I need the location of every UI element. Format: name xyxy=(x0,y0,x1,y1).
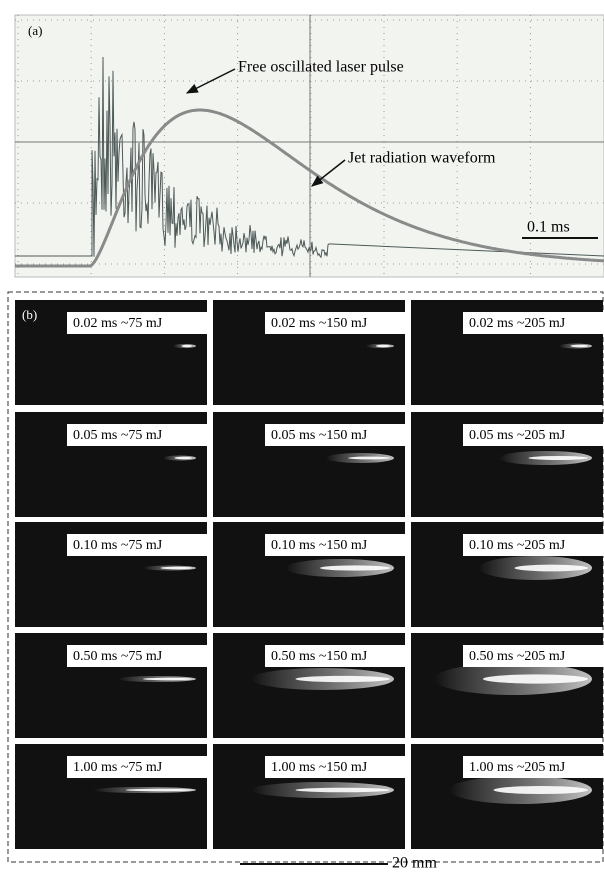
label-bg xyxy=(67,756,210,778)
jet-core xyxy=(376,344,390,348)
label-bg xyxy=(67,534,210,556)
label-bg xyxy=(463,312,604,334)
jet-core xyxy=(181,344,192,348)
label-bg xyxy=(265,645,408,667)
arrow xyxy=(311,159,346,187)
jet-core xyxy=(348,456,390,460)
cell-label: 0.05 ms ~150 mJ xyxy=(271,428,368,443)
label-bg xyxy=(67,424,210,446)
jet-core xyxy=(320,565,390,571)
annotation: Jet radiation waveform xyxy=(348,150,496,167)
jet-core xyxy=(143,677,192,681)
annotation: Free oscillated laser pulse xyxy=(238,59,404,76)
label-bg xyxy=(67,312,210,334)
cell-label: 1.00 ms ~150 mJ xyxy=(271,760,368,775)
label-bg xyxy=(265,312,408,334)
jet-core xyxy=(483,674,588,684)
cell-label: 0.02 ms ~205 mJ xyxy=(469,316,566,331)
label-bg xyxy=(265,534,408,556)
scale-label: 0.1 ms xyxy=(527,219,570,236)
label-bg xyxy=(67,645,210,667)
jet-core xyxy=(514,564,588,572)
cell-label: 0.02 ms ~75 mJ xyxy=(73,316,163,331)
jet-core xyxy=(295,787,390,793)
label-bg xyxy=(463,645,604,667)
cell-label: 0.50 ms ~205 mJ xyxy=(469,649,566,664)
image-grid: 0.02 ms ~75 mJ 0.02 ms ~150 mJ 0.02 ms ~20… xyxy=(15,300,604,849)
jet-core xyxy=(528,456,588,460)
jet-core xyxy=(160,566,192,570)
scope-grid xyxy=(15,15,604,277)
jet-core xyxy=(174,456,192,460)
cell-label: 0.02 ms ~150 mJ xyxy=(271,316,368,331)
scale-label: 20 mm xyxy=(392,855,437,872)
cell-label: 0.50 ms ~75 mJ xyxy=(73,649,163,664)
jet-core xyxy=(570,344,588,348)
cell-label: 0.05 ms ~75 mJ xyxy=(73,428,163,443)
arrow xyxy=(185,68,236,94)
panel-label: (b) xyxy=(22,307,37,322)
cell-label: 0.10 ms ~205 mJ xyxy=(469,538,566,553)
label-bg xyxy=(265,424,408,446)
label-bg xyxy=(463,756,604,778)
jet-core xyxy=(295,675,390,683)
panel-label: (a) xyxy=(28,23,42,38)
cell-label: 1.00 ms ~75 mJ xyxy=(73,760,163,775)
label-bg xyxy=(265,756,408,778)
cell-label: 0.50 ms ~150 mJ xyxy=(271,649,368,664)
jet-trace xyxy=(15,108,604,268)
cell-label: 1.00 ms ~205 mJ xyxy=(469,760,566,775)
cell-label: 0.10 ms ~150 mJ xyxy=(271,538,368,553)
jet-core xyxy=(125,788,192,792)
label-bg xyxy=(463,534,604,556)
jet-core xyxy=(493,786,588,794)
traces xyxy=(15,56,604,268)
label-bg xyxy=(463,424,604,446)
label-bg xyxy=(520,217,600,239)
cell-label: 0.10 ms ~75 mJ xyxy=(73,538,163,553)
cell-label: 0.05 ms ~205 mJ xyxy=(469,428,566,443)
